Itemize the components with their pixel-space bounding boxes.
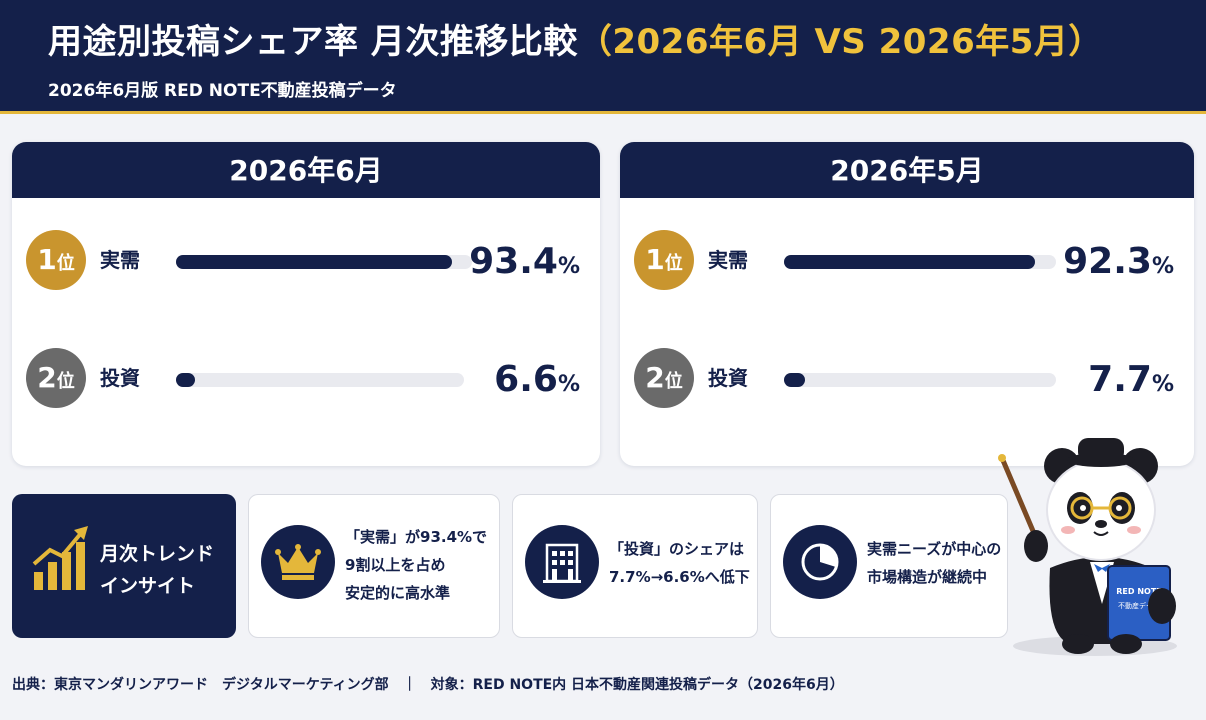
bar-track (176, 255, 472, 269)
building-icon (543, 543, 581, 583)
insight-line: 「投資」のシェアは (609, 540, 745, 558)
title-accent: （2026年6月 VS 2026年5月） (577, 22, 1103, 62)
value-unit: % (1151, 254, 1174, 279)
pie-chart-icon (801, 543, 839, 581)
header-banner: 用途別投稿シェア率 月次推移比較（2026年6月 VS 2026年5月） 202… (0, 0, 1206, 114)
bar-track (784, 255, 1056, 269)
june-bar-jitsuju (176, 255, 453, 269)
value-label: 7.7% (1088, 348, 1174, 417)
rank-badge-1: 1位 (634, 230, 694, 290)
trend-line: インサイト (100, 575, 196, 597)
insight-line: 市場構造が継続中 (867, 568, 988, 586)
book-text: 不動産データ (1118, 601, 1160, 610)
insight-icon-circle (261, 525, 335, 599)
category-label: 実需 (708, 248, 748, 272)
page-subtitle: 2026年6月版 RED NOTE不動産投稿データ (48, 81, 397, 101)
value-number: 93.4 (469, 241, 558, 282)
rank-suffix: 位 (664, 253, 683, 274)
panel-june-title: 2026年6月 (12, 142, 600, 198)
value-label: 92.3% (1063, 230, 1174, 299)
insight-line: 実需ニーズが中心の (867, 540, 1002, 558)
rank-suffix: 位 (664, 371, 683, 392)
trend-chart-icon (32, 526, 88, 590)
may-rank-row-1: 1位 実需 92.3% (620, 230, 1194, 294)
june-bar-toushi (176, 373, 195, 387)
crown-icon (275, 544, 321, 580)
insight-icon-circle (525, 525, 599, 599)
footer-source: 出典：東京マンダリンアワード デジタルマーケティング部 (12, 677, 389, 693)
title-main: 用途別投稿シェア率 月次推移比較 (48, 22, 578, 62)
panel-may-title: 2026年5月 (620, 142, 1194, 198)
bar-track (784, 373, 1056, 387)
book-text: RED NOTE (1116, 587, 1161, 596)
may-bar-jitsuju (784, 255, 1036, 269)
value-number: 6.6 (494, 359, 558, 400)
insight-line: 安定的に高水準 (345, 584, 451, 602)
page-title: 用途別投稿シェア率 月次推移比較（2026年6月 VS 2026年5月） (48, 14, 1103, 63)
rank-badge-2: 2位 (634, 348, 694, 408)
rank-number: 2 (645, 361, 665, 394)
value-unit: % (557, 254, 580, 279)
may-bar-toushi (784, 373, 805, 387)
value-unit: % (557, 372, 580, 397)
may-rank-row-2: 2位 投資 7.7% (620, 348, 1194, 412)
value-number: 92.3 (1063, 241, 1152, 282)
insight-card-3: 実需ニーズが中心の 市場構造が継続中 (770, 494, 1008, 638)
insight-text: 実需ニーズが中心の 市場構造が継続中 (867, 535, 1001, 591)
insight-line: 「実需」が93.4%で (345, 528, 488, 546)
rank-suffix: 位 (56, 371, 75, 392)
panel-june: 2026年6月 1位 実需 93.4% 2位 投資 6.6% (12, 142, 600, 466)
rank-suffix: 位 (56, 253, 75, 274)
panda-mascot-illustration: RED NOTE 不動産データ (998, 438, 1177, 656)
category-label: 投資 (708, 366, 748, 390)
insight-line: 7.7%→6.6%へ低下 (609, 568, 750, 586)
rank-number: 1 (37, 243, 57, 276)
panel-may: 2026年5月 1位 実需 92.3% 2位 投資 7.7% (620, 142, 1194, 466)
rank-badge-1: 1位 (26, 230, 86, 290)
trend-insight-card: 月次トレンド インサイト (12, 494, 236, 638)
rank-number: 1 (645, 243, 665, 276)
june-rank-row-1: 1位 実需 93.4% (12, 230, 600, 294)
value-number: 7.7 (1088, 359, 1152, 400)
insight-icon-circle (783, 525, 857, 599)
insight-text: 「実需」が93.4%で 9割以上を占め 安定的に高水準 (345, 523, 487, 607)
value-unit: % (1151, 372, 1174, 397)
insight-card-2: 「投資」のシェアは 7.7%→6.6%へ低下 (512, 494, 758, 638)
june-rank-row-2: 2位 投資 6.6% (12, 348, 600, 412)
insight-line: 9割以上を占め (345, 556, 446, 574)
trend-insight-text: 月次トレンド インサイト (100, 538, 214, 602)
footer-target: 対象：RED NOTE内 日本不動産関連投稿データ（2026年6月） (430, 677, 844, 693)
footer: 出典：東京マンダリンアワード デジタルマーケティング部 ｜ 対象：RED NOTE内… (12, 674, 844, 694)
category-label: 投資 (100, 366, 140, 390)
category-label: 実需 (100, 248, 140, 272)
insight-text: 「投資」のシェアは 7.7%→6.6%へ低下 (609, 535, 750, 591)
trend-line: 月次トレンド (100, 543, 215, 565)
insight-card-1: 「実需」が93.4%で 9割以上を占め 安定的に高水準 (248, 494, 500, 638)
rank-number: 2 (37, 361, 57, 394)
rank-badge-2: 2位 (26, 348, 86, 408)
value-label: 93.4% (469, 230, 580, 299)
bar-track (176, 373, 464, 387)
footer-separator: ｜ (402, 677, 417, 693)
value-label: 6.6% (494, 348, 580, 417)
